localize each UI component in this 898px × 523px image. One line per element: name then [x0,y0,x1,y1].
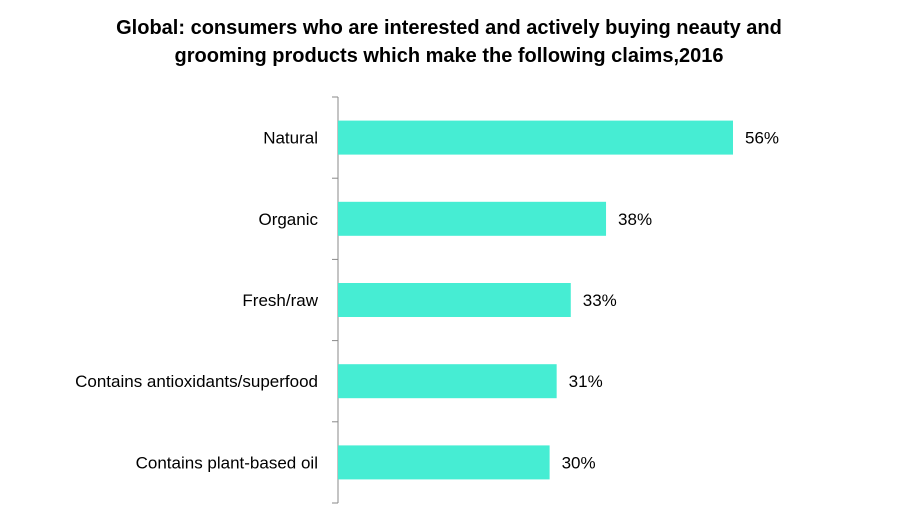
bar [338,364,557,399]
bar [338,445,550,480]
value-label: 38% [618,210,652,229]
bar [338,120,733,155]
value-label: 30% [562,453,596,472]
bars [338,120,733,480]
value-label: 33% [583,291,617,310]
category-label: Contains antioxidants/superfood [75,372,318,391]
value-label: 56% [745,129,779,148]
category-label: Contains plant-based oil [136,453,318,472]
category-label: Fresh/raw [242,291,318,310]
value-label: 31% [569,372,603,391]
category-label: Natural [263,129,318,148]
y-axis [332,96,339,504]
chart-title-line-2: grooming products which make the followi… [174,45,724,67]
bar [338,201,607,236]
chart-title: Global: consumers who are interested and… [0,14,898,70]
category-label: Organic [258,210,318,229]
labels: Natural 56% Organic 38% Fresh/raw 33% Contains… [75,129,779,473]
bar [338,283,571,317]
chart-title-line-1: Global: consumers who are interested and… [116,17,782,39]
